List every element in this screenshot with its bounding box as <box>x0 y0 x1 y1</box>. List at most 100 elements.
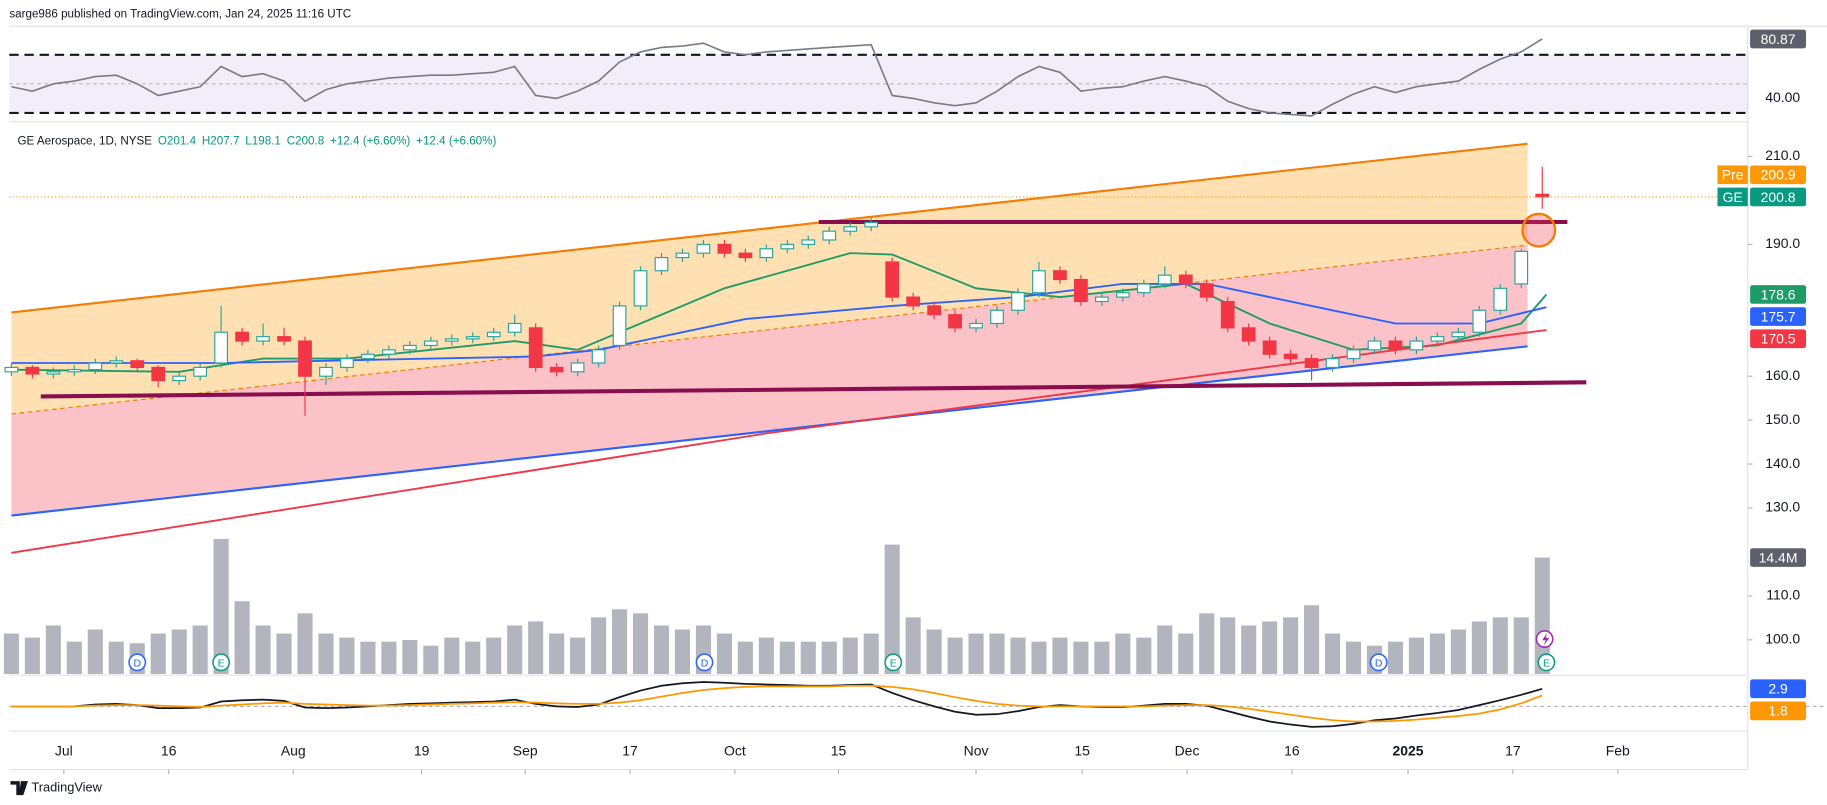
volume-bar <box>381 641 397 674</box>
moving-average <box>11 329 1547 554</box>
event-label: E <box>218 658 225 669</box>
candle-body <box>1367 340 1382 351</box>
volume-bar <box>1115 633 1131 674</box>
y-tick-label: 40.00 <box>1765 89 1800 105</box>
candle-body <box>298 340 312 377</box>
x-tick-label: Dec <box>1175 743 1200 759</box>
candle-body <box>696 243 711 254</box>
price-badge-label: Pre <box>1722 167 1744 183</box>
candle-body <box>46 371 61 375</box>
volume-bar <box>360 641 376 674</box>
moving-average <box>11 282 1547 364</box>
candle-body <box>927 305 941 316</box>
candle-body <box>151 366 166 382</box>
volume-bar <box>66 641 82 674</box>
event-label: D <box>701 658 709 669</box>
event-marker <box>128 653 147 672</box>
volume-bar <box>87 629 103 674</box>
brand: TradingView <box>31 780 102 795</box>
volume-bar <box>297 613 313 674</box>
x-tick-label: Oct <box>724 743 746 759</box>
volume-bar <box>1199 613 1215 674</box>
rsi-badge <box>1750 29 1807 49</box>
volume-bar <box>150 633 166 674</box>
volume-bar <box>507 625 523 674</box>
volume-bar <box>1241 625 1257 674</box>
candle-body <box>738 252 753 259</box>
volume-bar <box>1220 617 1236 674</box>
macd-badge-text: 2.9 <box>1768 681 1788 697</box>
event-marker <box>695 653 714 672</box>
x-tick-label: Nov <box>964 743 989 759</box>
candle-body <box>864 221 879 228</box>
candle-body <box>214 331 228 364</box>
macd-badge <box>1750 679 1807 699</box>
candle-body <box>130 360 145 368</box>
channel-fill <box>11 143 1528 414</box>
legend-text: O201.4 <box>158 135 197 148</box>
horizontal-level <box>40 380 1587 399</box>
price-badge-value <box>1750 187 1807 207</box>
x-tick-label: Jul <box>55 743 73 759</box>
rsi-line <box>11 38 1543 117</box>
volume-bar <box>1471 621 1487 674</box>
candle-body <box>1053 270 1067 281</box>
volume-bar <box>1304 605 1320 674</box>
candle-body <box>1388 340 1403 351</box>
candle-body <box>486 331 501 338</box>
candle-body <box>1074 278 1088 303</box>
candle-body <box>1304 358 1319 368</box>
x-tick-label: 16 <box>1284 743 1300 759</box>
legend-text: +12.4 (+6.60%) <box>416 135 496 148</box>
x-tick-label: 2025 <box>1393 743 1424 759</box>
y-tick-label: 150.0 <box>1765 411 1800 427</box>
x-tick-label: 17 <box>622 743 638 759</box>
macd-line <box>11 681 1543 728</box>
volume-bar <box>884 544 900 674</box>
price-badge-value <box>1750 165 1807 185</box>
candle-body <box>444 338 459 342</box>
event-label: D <box>1375 658 1383 669</box>
volume-bar <box>276 633 292 674</box>
candle-body <box>1472 309 1487 333</box>
volume-bar <box>1408 637 1424 674</box>
event-label: E <box>1543 658 1550 669</box>
volume-badge <box>1750 548 1807 567</box>
candle-body <box>1199 283 1214 298</box>
volume-bar <box>1262 621 1278 674</box>
ma-badge <box>1750 285 1807 304</box>
candle-body <box>906 296 921 307</box>
candle-body <box>675 252 690 259</box>
candle-body <box>1325 358 1340 368</box>
volume-bar <box>549 633 565 674</box>
candle-body <box>340 358 354 368</box>
candle-body <box>1262 340 1277 355</box>
volume-bar <box>1052 637 1068 674</box>
event-label: E <box>890 658 897 669</box>
volume-bar <box>1136 637 1152 674</box>
candle-body <box>717 243 732 254</box>
channel-line <box>11 244 1528 415</box>
published-note: sarge986 published on TradingView.com, J… <box>9 8 351 21</box>
candle-body <box>1346 349 1361 360</box>
price-badge <box>1717 187 1748 207</box>
event-marker <box>212 653 231 672</box>
legend: GE Aerospace, 1D, NYSE O201.4 H207.7 L198.1… <box>17 135 496 148</box>
event-marker <box>1369 653 1388 672</box>
x-tick-label: 17 <box>1505 743 1521 759</box>
volume-bar <box>402 640 418 674</box>
candle-body <box>4 366 19 373</box>
candle-body <box>25 366 40 375</box>
candle-body <box>654 256 669 272</box>
x-tick-label: 15 <box>1074 743 1090 759</box>
volume-bar <box>1094 641 1110 674</box>
legend-text: C200.8 <box>287 135 325 148</box>
candle-body <box>423 340 438 347</box>
event-marker <box>1537 653 1556 672</box>
candle-body <box>633 270 648 307</box>
candle-body <box>1493 287 1508 311</box>
volume-bar <box>1157 625 1173 674</box>
volume-bar <box>653 625 670 674</box>
y-tick-label: 190.0 <box>1765 235 1800 251</box>
